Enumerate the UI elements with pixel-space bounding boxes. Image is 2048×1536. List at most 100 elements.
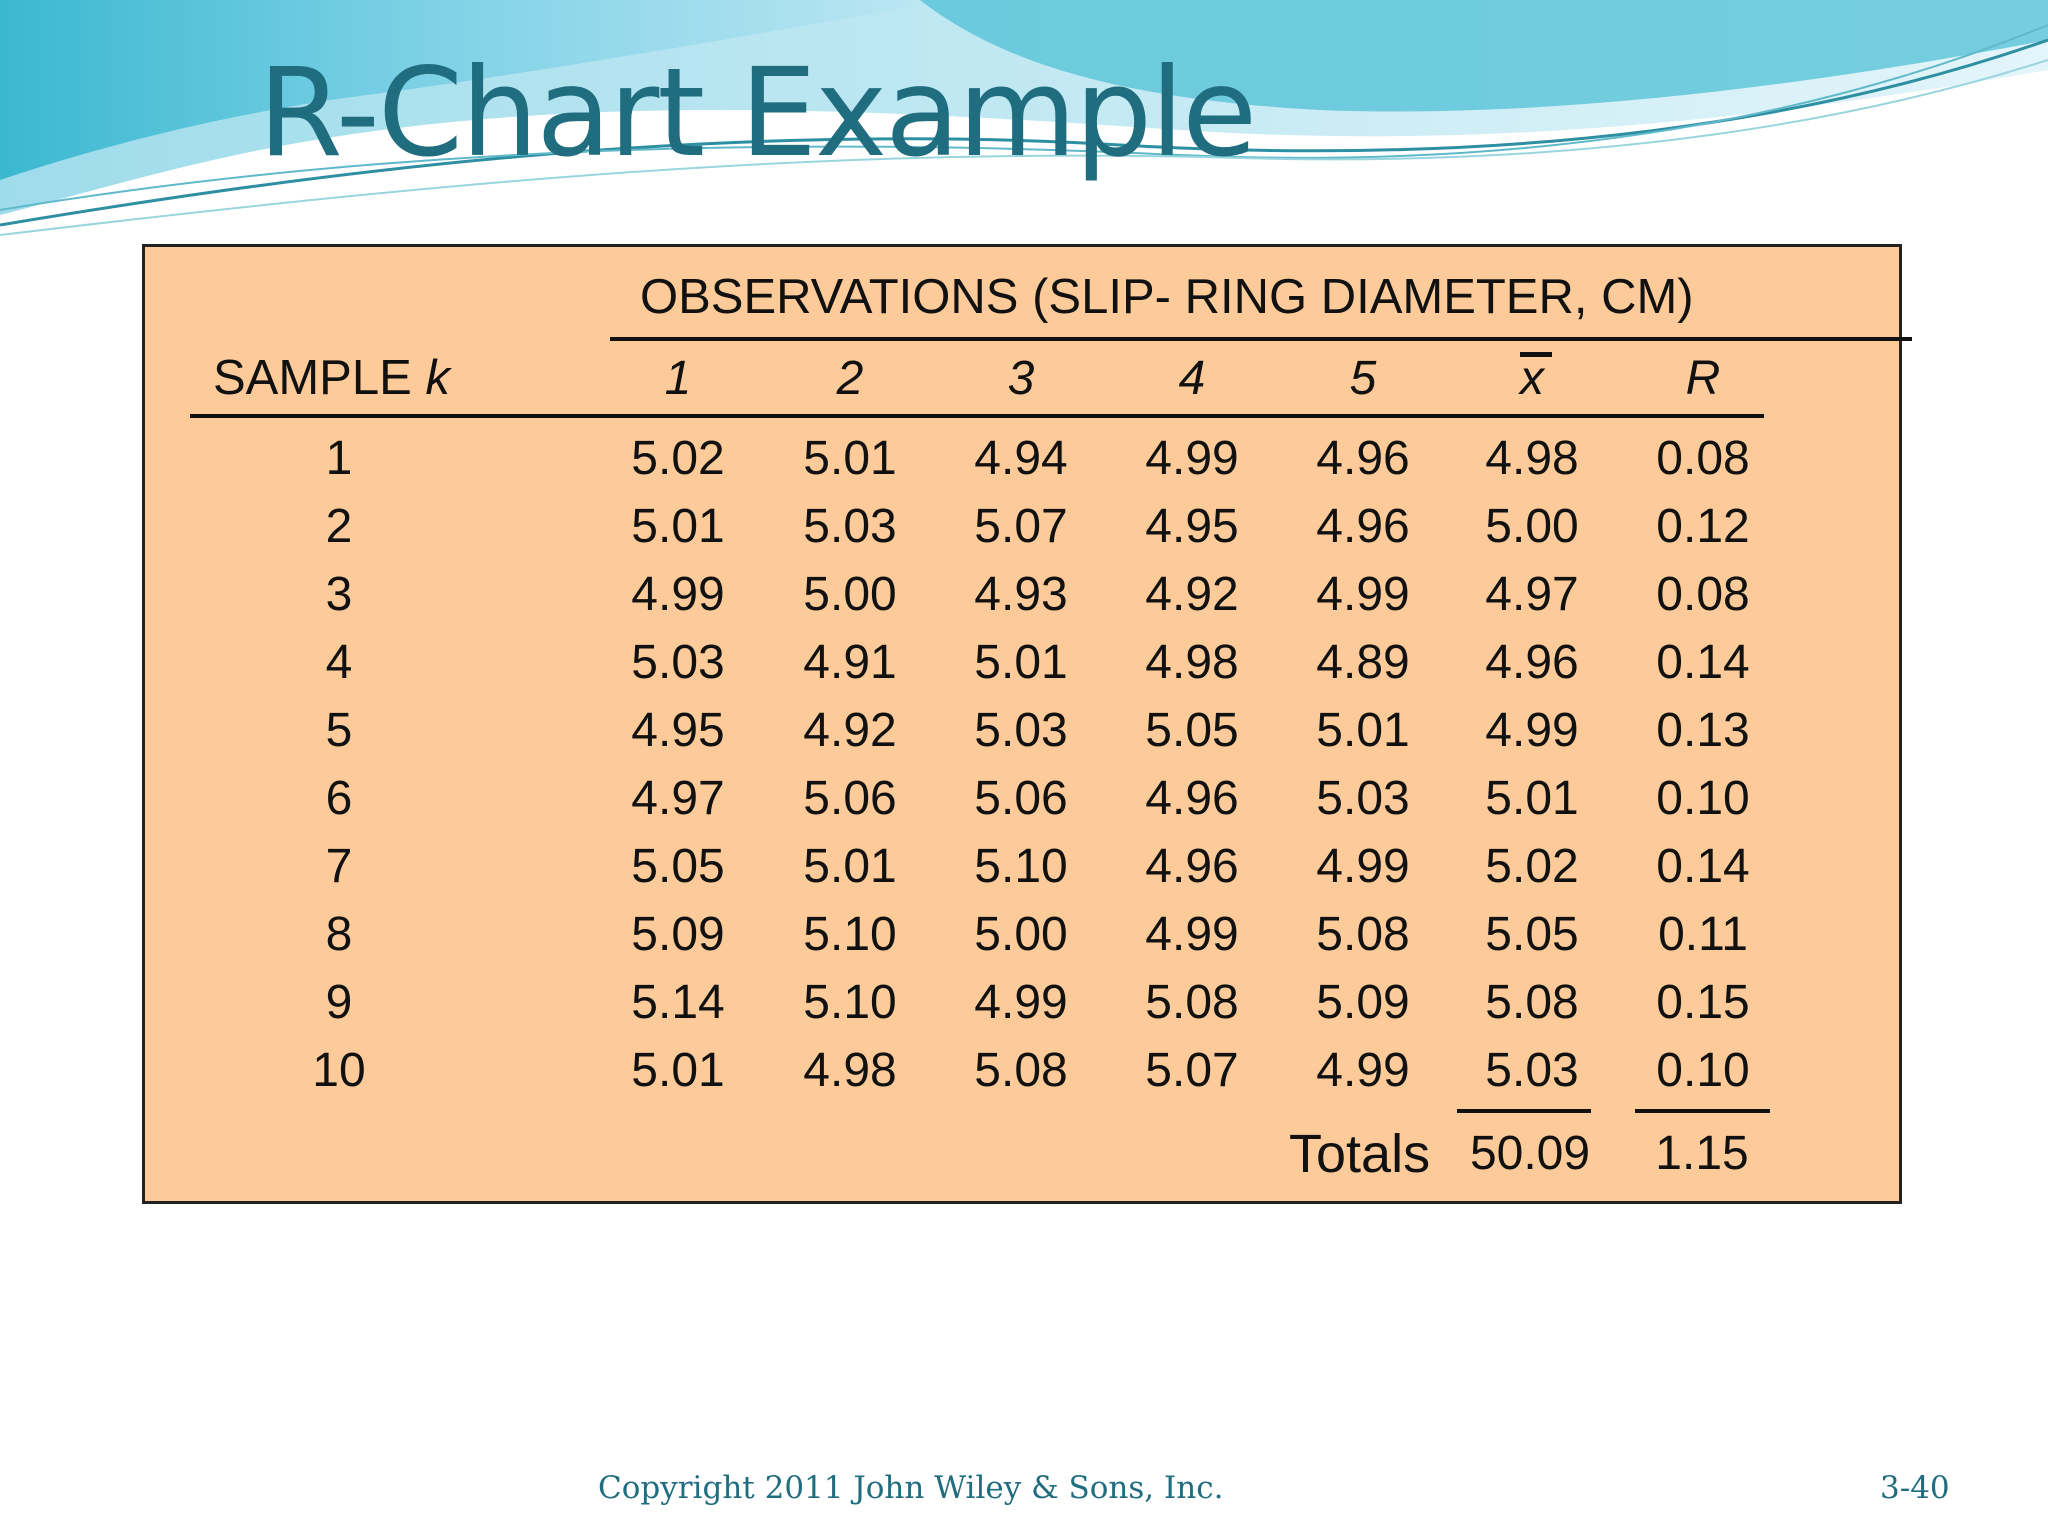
xbar-overline	[1520, 352, 1552, 357]
xbar-cell: 5.01	[1485, 772, 1579, 825]
footer-page-number: 3-40	[1880, 1470, 1950, 1506]
wave-band-right	[920, 0, 2048, 112]
range-cell: 0.14	[1656, 636, 1750, 689]
observation-cell: 5.10	[803, 908, 897, 961]
slide-title: R-Chart Example	[258, 42, 1257, 184]
observation-cell: 4.98	[1145, 636, 1239, 689]
xbar-cell: 5.05	[1485, 908, 1579, 961]
range-total-value: 1.15	[1655, 1127, 1749, 1180]
observation-cell: 4.89	[1316, 636, 1410, 689]
observation-cell: 4.96	[1316, 432, 1410, 485]
sample-number-cell: 4	[325, 636, 353, 689]
observation-cell: 5.01	[1316, 704, 1410, 757]
observation-cell: 4.96	[1316, 500, 1410, 553]
obs-col-2-header: 2	[836, 352, 864, 405]
observation-cell: 4.99	[1316, 568, 1410, 621]
sample-number-cell: 3	[325, 568, 353, 621]
range-cell: 0.08	[1656, 568, 1750, 621]
range-cell: 0.14	[1656, 840, 1750, 893]
observation-cell: 4.99	[1316, 1044, 1410, 1097]
observation-cell: 5.06	[974, 772, 1068, 825]
sample-header-label: SAMPLE	[213, 351, 412, 405]
observations-group-header: OBSERVATIONS (SLIP- RING DIAMETER, CM)	[640, 270, 1694, 324]
obs-col-1-header: 1	[664, 352, 692, 405]
wave-line-1	[0, 38, 2048, 227]
sample-column-header: SAMPLE k	[213, 354, 450, 403]
observation-cell: 5.06	[803, 772, 897, 825]
observation-cell: 5.00	[803, 568, 897, 621]
xbar-cell: 4.97	[1485, 568, 1579, 621]
sample-number-cell: 10	[312, 1044, 366, 1097]
observation-cell: 5.08	[974, 1044, 1068, 1097]
observation-cell: 5.10	[803, 976, 897, 1029]
xbar-column-header: x	[1520, 352, 1544, 405]
observation-cell: 4.96	[1145, 772, 1239, 825]
range-cell: 0.13	[1656, 704, 1750, 757]
observation-cell: 5.09	[1316, 976, 1410, 1029]
range-cell: 0.15	[1656, 976, 1750, 1029]
sample-number-cell: 6	[325, 772, 353, 825]
xbar-cell: 4.98	[1485, 432, 1579, 485]
observation-cell: 5.05	[631, 840, 725, 893]
observation-cell: 5.02	[631, 432, 725, 485]
background-wave	[0, 0, 2048, 236]
xbar-total-value: 50.09	[1469, 1127, 1591, 1180]
observation-cell: 5.07	[1145, 1044, 1239, 1097]
column-header-underline	[190, 414, 1764, 418]
wave-line-2	[0, 24, 2048, 211]
observation-cell: 4.99	[974, 976, 1068, 1029]
footer-copyright: Copyright 2011 John Wiley & Sons, Inc.	[598, 1470, 1224, 1506]
observation-cell: 4.99	[1145, 432, 1239, 485]
range-cell: 0.10	[1656, 772, 1750, 825]
observation-cell: 4.93	[974, 568, 1068, 621]
xbar-cell: 5.03	[1485, 1044, 1579, 1097]
xbar-total-rule	[1457, 1109, 1591, 1113]
observation-cell: 4.96	[1145, 840, 1239, 893]
observation-cell: 5.00	[974, 908, 1068, 961]
wave-band-dark	[0, 0, 950, 180]
observation-cell: 4.92	[1145, 568, 1239, 621]
sample-number-cell: 2	[325, 500, 353, 553]
observation-cell: 5.10	[974, 840, 1068, 893]
observation-cell: 5.14	[631, 976, 725, 1029]
xbar-cell: 5.00	[1485, 500, 1579, 553]
data-table-panel: OBSERVATIONS (SLIP- RING DIAMETER, CM) S…	[142, 244, 1912, 1204]
observation-cell: 5.09	[631, 908, 725, 961]
sample-number-cell: 7	[325, 840, 353, 893]
range-cell: 0.12	[1656, 500, 1750, 553]
observation-cell: 5.03	[974, 704, 1068, 757]
observation-cell: 5.03	[803, 500, 897, 553]
observation-cell: 4.99	[631, 568, 725, 621]
observation-cell: 5.05	[1145, 704, 1239, 757]
observation-cell: 4.98	[803, 1044, 897, 1097]
observation-cell: 5.07	[974, 500, 1068, 553]
xbar-cell: 5.02	[1485, 840, 1579, 893]
observation-cell: 4.97	[631, 772, 725, 825]
range-column-header: R	[1685, 352, 1721, 405]
sample-header-variable: k	[425, 351, 450, 405]
range-cell: 0.11	[1658, 908, 1748, 961]
obs-col-4-header: 4	[1178, 352, 1206, 405]
observation-cell: 5.01	[631, 500, 725, 553]
obs-col-5-header: 5	[1349, 352, 1377, 405]
observation-cell: 5.01	[803, 840, 897, 893]
xbar-cell: 4.99	[1485, 704, 1579, 757]
observation-cell: 5.08	[1145, 976, 1239, 1029]
sample-number-cell: 9	[325, 976, 353, 1029]
observation-cell: 4.91	[803, 636, 897, 689]
range-total-rule	[1635, 1109, 1770, 1113]
observation-cell: 4.95	[1145, 500, 1239, 553]
range-cell: 0.08	[1656, 432, 1750, 485]
sample-number-cell: 8	[325, 908, 353, 961]
observation-cell: 5.01	[631, 1044, 725, 1097]
observation-cell: 5.08	[1316, 908, 1410, 961]
observation-cell: 4.99	[1145, 908, 1239, 961]
observation-cell: 5.01	[974, 636, 1068, 689]
range-cell: 0.10	[1656, 1044, 1750, 1097]
obs-col-3-header: 3	[1007, 352, 1035, 405]
totals-label: Totals	[1289, 1124, 1431, 1184]
wave-line-3	[0, 59, 2048, 236]
observation-cell: 5.03	[1316, 772, 1410, 825]
observation-cell: 5.01	[803, 432, 897, 485]
observation-cell: 5.03	[631, 636, 725, 689]
